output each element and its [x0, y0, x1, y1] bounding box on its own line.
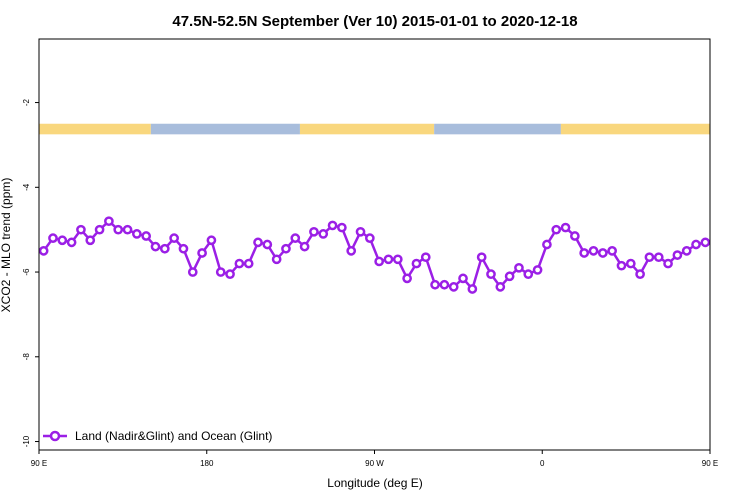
data-point — [448, 282, 459, 292]
data-point — [309, 226, 319, 237]
legend-marker — [49, 430, 61, 442]
data-point — [48, 233, 58, 243]
data-point — [458, 273, 468, 284]
data-point — [495, 282, 506, 292]
strip-segment-ocean — [150, 123, 300, 135]
data-point — [132, 229, 142, 239]
data-point — [271, 254, 282, 265]
y-tick-label: -6 — [22, 268, 31, 276]
data-point — [691, 239, 701, 250]
data-point — [588, 246, 599, 256]
data-point — [523, 269, 534, 280]
data-point — [364, 233, 375, 243]
x-axis-ticks: 90 E 180 90 W 0 90 E — [31, 450, 718, 468]
data-point — [225, 269, 235, 280]
data-point — [402, 273, 412, 284]
data-point — [374, 256, 385, 267]
data-point — [672, 250, 683, 260]
data-point — [570, 231, 580, 241]
data-point — [253, 237, 263, 248]
data-point — [653, 252, 664, 263]
strip-segment-land — [39, 123, 151, 135]
data-point — [616, 260, 627, 271]
data-point — [159, 243, 170, 254]
data-point — [85, 235, 96, 246]
x-tick-label: 180 — [200, 459, 214, 468]
data-point — [476, 252, 487, 263]
legend: Land (Nadir&Glint) and Ocean (Glint) — [43, 429, 272, 443]
y-tick-label: -4 — [22, 183, 31, 191]
data-point — [66, 237, 77, 248]
data-point — [243, 258, 254, 269]
data-point — [644, 252, 655, 263]
data-point — [597, 248, 608, 258]
data-point — [681, 246, 692, 256]
strip-segment-ocean — [434, 123, 561, 135]
x-tick-label: 0 — [540, 459, 545, 468]
data-point — [383, 254, 394, 265]
data-point — [169, 233, 179, 243]
data-point — [57, 235, 68, 246]
data-point — [206, 235, 217, 246]
data-point — [38, 246, 49, 256]
y-tick-label: -10 — [22, 435, 31, 447]
y-axis-label: XCO2 - MLO trend (ppm) — [0, 178, 13, 313]
data-point — [579, 248, 590, 258]
data-point — [234, 258, 245, 269]
data-point — [290, 233, 301, 243]
data-point — [551, 224, 562, 235]
data-point — [299, 241, 310, 252]
data-point — [532, 265, 543, 275]
data-point — [486, 269, 496, 280]
data-point — [430, 279, 440, 290]
data-point — [504, 271, 515, 282]
data-point — [467, 284, 478, 294]
x-axis-label: Longitude (deg E) — [327, 476, 422, 490]
data-point — [104, 216, 114, 227]
x-tick-label: 90 E — [702, 459, 718, 468]
data-point — [337, 222, 347, 233]
land-ocean-strip — [39, 123, 710, 135]
data-point — [346, 246, 357, 256]
data-point — [663, 258, 673, 269]
data-point — [411, 258, 422, 269]
strip-segment-land — [299, 123, 435, 135]
data-point — [355, 226, 366, 237]
data-point — [113, 224, 124, 235]
data-point — [94, 224, 105, 235]
data-point — [514, 262, 524, 273]
data-point — [327, 220, 338, 231]
chart-title: 47.5N-52.5N September (Ver 10) 2015-01-0… — [172, 13, 577, 30]
x-tick-label: 90 W — [365, 459, 384, 468]
data-point — [281, 243, 291, 254]
data-point — [318, 229, 329, 239]
data-point — [625, 258, 636, 269]
data-point — [76, 224, 86, 235]
data-point — [635, 269, 645, 280]
data-point — [122, 224, 133, 235]
data-point — [607, 246, 617, 256]
data-point — [420, 252, 431, 263]
data-point — [187, 267, 198, 277]
data-point — [150, 241, 161, 252]
data-point — [439, 279, 450, 290]
data-point — [542, 239, 552, 250]
data-point — [262, 239, 273, 250]
legend-label: Land (Nadir&Glint) and Ocean (Glint) — [75, 429, 272, 443]
series-points — [38, 216, 711, 294]
data-point — [392, 254, 403, 265]
strip-segment-land — [560, 123, 710, 135]
y-tick-label: -8 — [22, 353, 31, 361]
x-tick-label: 90 E — [31, 459, 47, 468]
y-axis-ticks: -2 -4 -6 -8 -10 — [22, 98, 39, 447]
data-point — [700, 237, 711, 248]
data-point — [141, 231, 152, 241]
data-point — [215, 267, 226, 277]
y-tick-label: -2 — [22, 98, 31, 106]
data-point — [197, 248, 207, 258]
data-point — [178, 243, 189, 254]
data-point — [560, 222, 571, 233]
